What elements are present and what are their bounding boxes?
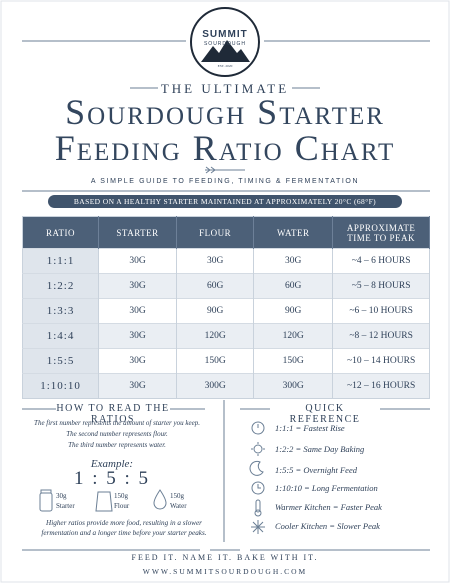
table-cell: 1:3:3	[22, 298, 100, 324]
table-cell: 300G	[176, 373, 255, 399]
title: Sourdough Starter	[65, 92, 385, 132]
table-cell: 30G	[98, 373, 178, 399]
item-label: Flour	[114, 502, 130, 510]
table-cell: 1:4:4	[22, 323, 100, 349]
table-cell: ~4 – 6 HOURS	[332, 248, 430, 274]
reference-item: 1:2:2 = Same Day Baking	[275, 444, 365, 454]
section-title: HOW TO READ THE RATIOS	[56, 403, 170, 425]
column-header: APPROXIMATE TIME TO PEAK	[332, 216, 430, 249]
table-cell: ~5 – 8 HOURS	[332, 273, 430, 299]
explanation: The second number represents flour.	[66, 430, 168, 438]
table-cell: 1:2:2	[22, 273, 100, 299]
table-cell: 120G	[253, 323, 334, 349]
item-label: Starter	[56, 502, 75, 510]
table-cell: 30G	[253, 248, 334, 274]
table-row: 1:2:2 30G 60G 60G ~5 – 8 HOURS	[22, 273, 430, 299]
table-row: 1:4:4 30G 120G 120G ~8 – 12 HOURS	[22, 323, 430, 349]
item-label: Water	[170, 502, 187, 510]
table-cell: 30G	[176, 248, 255, 274]
table-row: 1:3:3 30G 90G 90G ~6 – 10 HOURS	[22, 298, 430, 324]
table-cell: 300G	[253, 373, 334, 399]
column-header: FLOUR	[176, 216, 255, 249]
explanation: The third number represents water.	[68, 441, 166, 449]
table-row: 1:5:5 30G 150G 150G ~10 – 14 HOURS	[22, 348, 430, 374]
reference-item: Warmer Kitchen = Faster Peak	[275, 502, 382, 512]
table-cell: ~12 – 16 HOURS	[332, 373, 430, 399]
table-cell: ~6 – 10 HOURS	[332, 298, 430, 324]
reference-item: 1:1:1 = Fastest Rise	[275, 423, 345, 433]
table-cell: 1:5:5	[22, 348, 100, 374]
table-cell: 30G	[98, 348, 178, 374]
column-header: STARTER	[98, 216, 178, 249]
kicker: THE ULTIMATE	[160, 81, 290, 96]
title: Feeding Ratio Chart	[54, 128, 396, 168]
table-cell: 120G	[176, 323, 255, 349]
reference-item: Cooler Kitchen = Slower Peak	[275, 521, 380, 531]
table-cell: 60G	[253, 273, 334, 299]
table-cell: 1:10:10	[22, 373, 100, 399]
example-label: Example:	[90, 458, 134, 470]
ratio-table: RATIO STARTER FLOUR WATER APPROXIMATE TIME T…	[22, 216, 430, 399]
table-cell: 30G	[98, 298, 178, 324]
item-amount: 30g	[56, 492, 67, 500]
note: Higher ratios provide more food, resulti…	[41, 519, 207, 537]
table-row: 1:1:1 30G 30G 30G ~4 – 6 HOURS	[22, 248, 430, 274]
table-cell: ~8 – 12 HOURS	[332, 323, 430, 349]
table-cell: 90G	[253, 298, 334, 324]
tagline: FEED IT. NAME IT. BAKE WITH IT.	[131, 553, 319, 562]
table-cell: 90G	[176, 298, 255, 324]
reference-item: 1:5:5 = Overnight Feed	[275, 465, 357, 475]
example-ratio: 1 : 5 : 5	[73, 468, 151, 489]
logo-name: SUMMIT	[202, 29, 248, 40]
logo-est: EST. 2020	[217, 64, 233, 68]
column-header: RATIO	[22, 216, 100, 249]
item-amount: 150g	[170, 492, 184, 500]
banner: BASED ON A HEALTHY STARTER MAINTAINED AT…	[48, 195, 402, 208]
column-header: WATER	[253, 216, 334, 249]
subtitle: A SIMPLE GUIDE TO FEEDING, TIMING & FERM…	[90, 178, 360, 185]
table-cell: 1:1:1	[22, 248, 100, 274]
item-amount: 150g	[114, 492, 128, 500]
table-row: 1:10:10 30G 300G 300G ~12 – 16 HOURS	[22, 373, 430, 399]
table-cell: 30G	[98, 323, 178, 349]
table-cell: 150G	[253, 348, 334, 374]
logo-sub: SOURDOUGH	[203, 41, 247, 47]
table-cell: 150G	[176, 348, 255, 374]
table-cell: 30G	[98, 273, 178, 299]
table-cell: ~10 – 14 HOURS	[332, 348, 430, 374]
section-title: QUICK REFERENCE	[289, 403, 361, 425]
url: WWW.SUMMITSOURDOUGH.COM	[142, 567, 308, 576]
reference-item: 1:10:10 = Long Fermentation	[275, 483, 378, 493]
explanation: The first number represents the amount o…	[34, 419, 200, 427]
table-cell: 60G	[176, 273, 255, 299]
table-cell: 30G	[98, 248, 178, 274]
